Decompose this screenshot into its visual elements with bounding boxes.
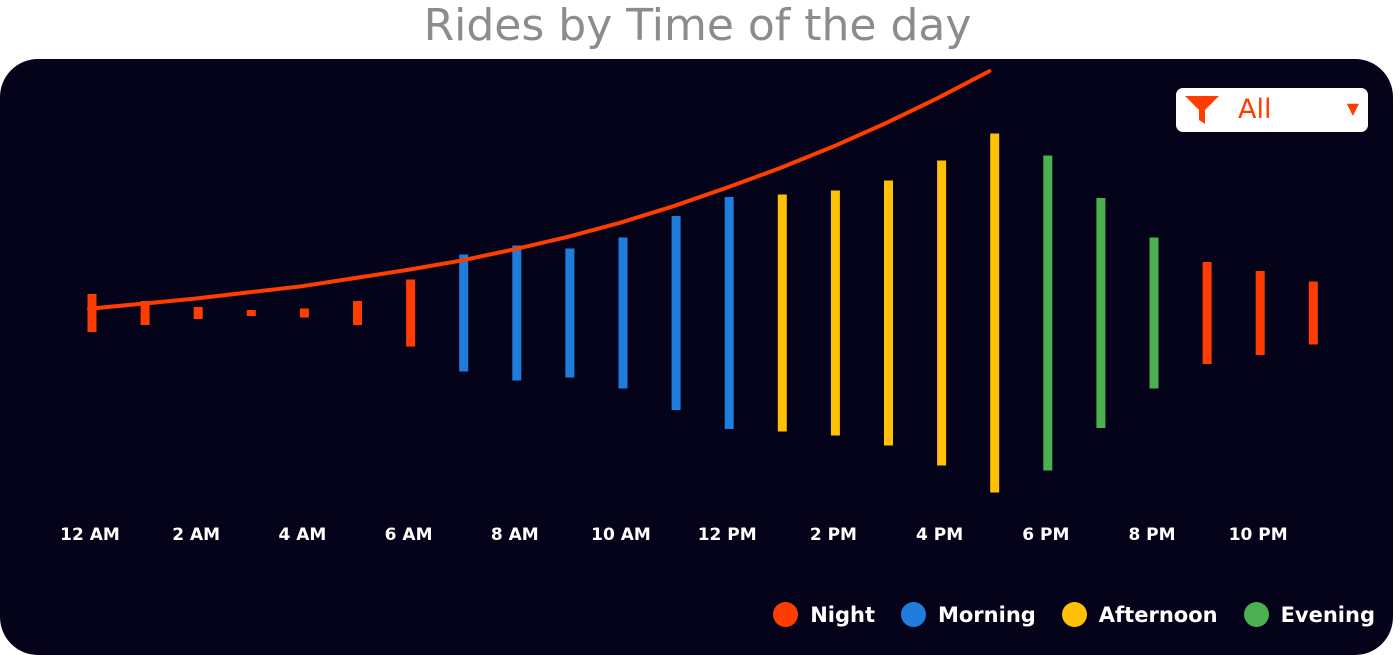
bar-4-pm (937, 160, 947, 466)
chart-panel: 12 AM 2 AM 4 AM 6 AM 8 AM 10 AM 12 PM 2 PM 4 PM 6… (0, 59, 1393, 655)
chart-svg: 12 AM 2 AM 4 AM 6 AM 8 AM 10 AM 12 PM 2 PM 4 PM 6… (60, 69, 1318, 545)
bar-7-am (459, 254, 469, 372)
bar-11-pm (1308, 281, 1318, 345)
caret-down-icon: ▼ (1346, 99, 1359, 118)
bar-2-pm (830, 190, 840, 436)
x-tick-label: 10 PM (1229, 525, 1288, 545)
legend-swatch-night (773, 602, 799, 627)
bar-3-pm (884, 180, 893, 446)
bar-6-am (406, 279, 416, 347)
bar-1-pm (777, 194, 787, 432)
bar-2-am (193, 307, 203, 319)
legend: Night Morning Afternoon Evening (773, 602, 1375, 627)
bar-8-pm (1149, 237, 1159, 389)
bar-5-am (353, 301, 362, 325)
x-tick-label: 6 PM (1022, 525, 1069, 545)
x-tick-label: 12 PM (698, 525, 757, 545)
bar-12-am (87, 294, 97, 332)
bar-6-pm (1043, 155, 1053, 471)
x-tick-label: 2 PM (810, 525, 857, 545)
bar-11-am (671, 216, 681, 410)
x-tick-label: 4 PM (916, 525, 963, 545)
page-title: Rides by Time of the day (423, 0, 972, 51)
legend-swatch-evening (1243, 602, 1269, 627)
bar-9-pm (1202, 262, 1212, 364)
x-tick-label: 8 PM (1128, 525, 1175, 545)
legend-label-morning: Morning (937, 602, 1036, 627)
legend-swatch-morning (900, 602, 926, 627)
bar-9-am (565, 248, 575, 378)
legend-item-evening: Evening (1243, 602, 1375, 627)
bar-3-am (246, 310, 256, 316)
x-tick-label: 8 AM (491, 525, 539, 545)
legend-label-night: Night (810, 602, 875, 627)
filter-icon (1185, 96, 1219, 124)
legend-label-evening: Evening (1280, 602, 1375, 627)
legend-item-afternoon: Afternoon (1061, 602, 1218, 627)
period-filter-dropdown[interactable]: All ▼ (1176, 88, 1368, 132)
bar-1-am (140, 301, 150, 325)
x-tick-label: 2 AM (172, 525, 220, 545)
bar-8-am (512, 245, 522, 381)
bar-7-pm (1096, 198, 1106, 428)
legend-item-night: Night (773, 602, 875, 627)
x-tick-label: 4 AM (278, 525, 326, 545)
x-tick-label: 6 AM (385, 525, 433, 545)
legend-swatch-afternoon (1061, 602, 1087, 627)
trend-line (87, 69, 992, 311)
bar-12-pm (724, 197, 734, 429)
filter-value: All (1238, 94, 1272, 125)
bar-4-am (299, 308, 309, 318)
bar-10-pm (1255, 271, 1265, 355)
bar-5-pm (990, 133, 1000, 493)
x-tick-label: 10 AM (591, 525, 651, 545)
x-tick-label: 12 AM (60, 525, 120, 545)
legend-label-afternoon: Afternoon (1098, 602, 1218, 627)
bar-10-am (618, 237, 628, 389)
legend-item-morning: Morning (900, 602, 1036, 627)
